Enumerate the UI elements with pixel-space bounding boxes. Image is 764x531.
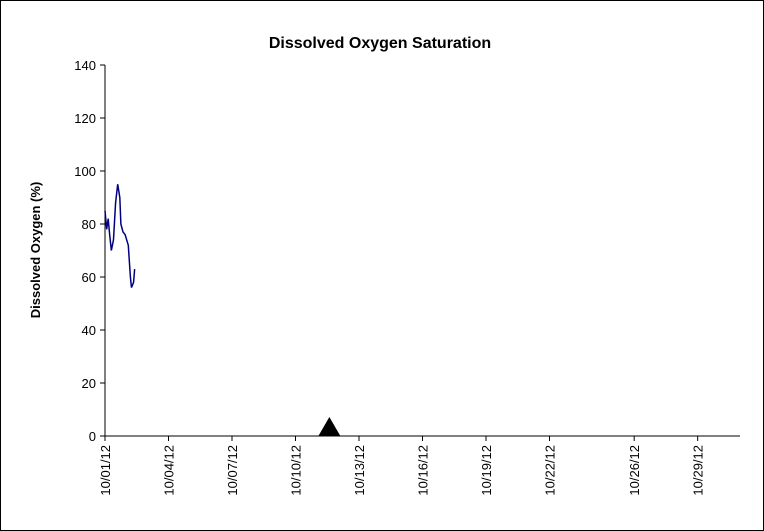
x-tick-label: 10/16/12 — [416, 445, 431, 496]
y-axis-label: Dissolved Oxygen (%) — [28, 182, 43, 319]
y-tick-label: 0 — [89, 429, 96, 444]
x-tick-label: 10/26/12 — [627, 445, 642, 496]
x-tick-label: 10/22/12 — [543, 445, 558, 496]
y-tick-label: 100 — [74, 164, 96, 179]
y-tick-label: 20 — [82, 376, 96, 391]
chart-title: Dissolved Oxygen Saturation — [269, 35, 491, 52]
data-line — [104, 184, 136, 288]
event-marker — [318, 417, 341, 436]
x-tick-label: 10/04/12 — [162, 445, 177, 496]
x-tick-label: 10/07/12 — [225, 445, 240, 496]
y-tick-label: 40 — [82, 323, 96, 338]
x-tick-label: 10/13/12 — [352, 445, 367, 496]
x-tick-label: 10/19/12 — [479, 445, 494, 496]
x-tick-label: 10/10/12 — [289, 445, 304, 496]
x-tick-label: 10/29/12 — [691, 445, 706, 496]
x-tick-label: 10/01/12 — [98, 445, 113, 496]
y-tick-label: 80 — [82, 217, 96, 232]
y-tick-label: 140 — [74, 58, 96, 73]
y-tick-label: 60 — [82, 270, 96, 285]
y-tick-label: 120 — [74, 111, 96, 126]
